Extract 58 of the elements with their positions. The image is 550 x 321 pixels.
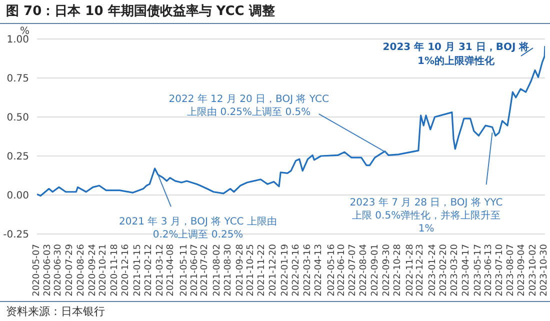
- x-tick-label: 2023-10-02: [528, 244, 538, 296]
- annotation: 2023 年 7 月 28 日，BOJ 将 YYC 上限 0.5%弹性化，并将上限升至 1%: [350, 196, 503, 235]
- x-tick-label: 2022-05-16: [327, 244, 338, 296]
- x-tick-label: 2020-07-29: [65, 244, 76, 296]
- x-tick-label: 2022-01-19: [280, 244, 290, 296]
- x-tick-label: 2020-06-30: [54, 244, 64, 296]
- y-tick-label: 0.50: [6, 112, 29, 124]
- x-tick-label: 2023-01-24: [428, 244, 438, 296]
- x-tick-label: 2021-04-08: [166, 244, 176, 296]
- x-tick-label: 2021-08-30: [224, 244, 234, 296]
- x-tick-label: 2021-10-25: [246, 244, 256, 296]
- x-tick-label: 2021-07-02: [200, 244, 210, 296]
- x-tick-label: 2023-02-20: [438, 244, 449, 296]
- y-tick-label: 0.00: [6, 190, 29, 202]
- x-tick-label: 2020-05-07: [32, 244, 42, 296]
- x-tick-label: 2023-04-17: [461, 244, 472, 296]
- x-tick-label: 2021-01-15: [133, 244, 144, 296]
- x-tick-label: 2022-11-28: [405, 244, 416, 296]
- x-tick-label: 2021-02-12: [144, 244, 154, 296]
- x-tick-label: 2022-12-23: [415, 244, 426, 296]
- x-tick-label: 2023-09-04: [517, 244, 528, 296]
- x-tick-label: 2021-09-28: [235, 244, 246, 296]
- x-tick-label: 2020-08-26: [76, 244, 86, 296]
- x-tick-label: 2021-03-12: [155, 244, 166, 296]
- x-tick-label: 2022-10-28: [393, 244, 404, 296]
- x-tick-label: 2023-10-30: [540, 244, 550, 296]
- x-tick-label: 2023-07-10: [494, 244, 505, 296]
- annotation: 2022 年 12 月 20 日，BOJ 将 YCC 上限由 0.25%上调至 0.5%: [168, 92, 329, 118]
- x-tick-label: 2022-07-07: [348, 244, 358, 296]
- x-tick-label: 2021-12-20: [268, 244, 278, 296]
- x-tick-label: 2022-03-16: [302, 244, 313, 296]
- x-tick-label: 2020-12-16: [121, 244, 132, 296]
- x-tick-label: 2022-09-30: [382, 244, 392, 296]
- x-tick-label: 2022-06-10: [337, 244, 348, 296]
- x-tick-label: 2020-06-03: [42, 244, 53, 296]
- y-tick-label: 1.00: [6, 34, 29, 46]
- x-tick-label: 2021-05-11: [179, 244, 190, 296]
- x-tick-label: 2020-10-21: [98, 244, 109, 296]
- x-tick-label: 2023-03-20: [450, 244, 460, 296]
- x-tick-label: 2023-08-07: [506, 244, 516, 296]
- annotation: 2023 年 10 月 31 日，BOJ 将 1%的上限弹性化: [382, 41, 530, 67]
- x-tick-label: 2021-06-07: [190, 244, 200, 296]
- y-tick-label: 0.75: [6, 74, 29, 85]
- x-tick-label: 2022-08-04: [359, 244, 370, 296]
- x-tick-label: 2021-11-22: [257, 244, 268, 296]
- chart-title: 图 70：日本 10 年期国债收益率与 YCC 调整: [6, 2, 275, 20]
- y-tick-label: -0.25: [3, 230, 29, 241]
- x-tick-label: 2023-05-17: [473, 244, 484, 296]
- text: 资料来源：日本银行: [6, 304, 105, 319]
- annotation: 2021 年 3 月，BOJ 将 YCC 上限由 0.2%上调至 0.25%: [119, 216, 277, 241]
- x-tick-label: 2022-04-13: [314, 244, 324, 296]
- x-tick-label: 2023-06-13: [484, 244, 494, 296]
- x-tick-label: 2022-02-16: [292, 244, 302, 296]
- y-tick-label: 0.25: [6, 152, 29, 163]
- x-tick-label: 2022-09-01: [370, 244, 380, 296]
- x-tick-label: 2020-11-18: [110, 244, 120, 296]
- x-tick-label: 2021-08-02: [212, 244, 223, 296]
- x-tick-label: 2020-09-24: [88, 244, 98, 296]
